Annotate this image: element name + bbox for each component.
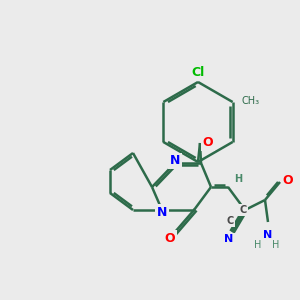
Text: N: N <box>170 154 180 167</box>
Text: O: O <box>165 232 175 244</box>
Text: H: H <box>234 174 242 184</box>
Text: CH₃: CH₃ <box>242 96 260 106</box>
Text: N: N <box>157 206 167 218</box>
Text: Cl: Cl <box>191 65 205 79</box>
Text: H: H <box>272 240 280 250</box>
Text: O: O <box>283 173 293 187</box>
Text: C: C <box>239 205 247 215</box>
Text: N: N <box>263 230 273 240</box>
Text: O: O <box>203 136 213 149</box>
Text: N: N <box>224 234 234 244</box>
Text: C: C <box>227 216 234 226</box>
Text: H: H <box>254 240 262 250</box>
